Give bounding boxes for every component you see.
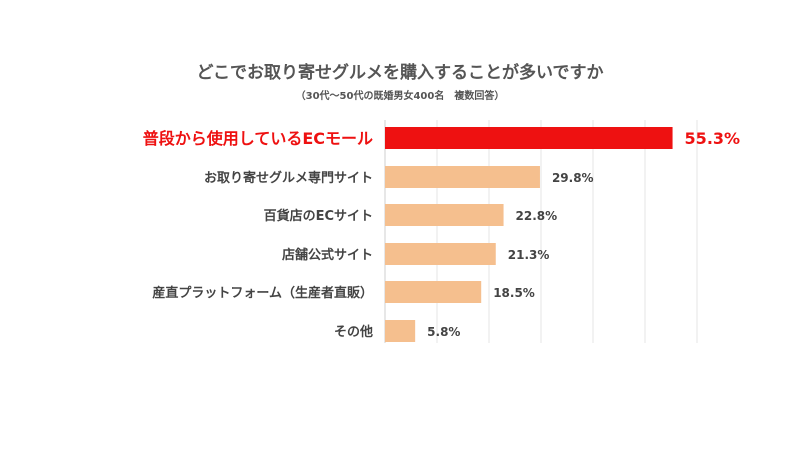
gridlines bbox=[384, 120, 698, 343]
value-label: 29.8% bbox=[552, 171, 594, 185]
value-label: 5.8% bbox=[427, 325, 460, 339]
category-label: 百貨店のECサイト bbox=[264, 208, 373, 224]
value-label: 22.8% bbox=[516, 209, 558, 223]
value-label: 21.3% bbox=[508, 248, 550, 262]
bar bbox=[385, 204, 504, 226]
chart-title: どこでお取り寄せグルメを購入することが多いですか bbox=[197, 62, 604, 83]
category-label: 産直プラットフォーム（生産者直販） bbox=[152, 285, 373, 301]
category-label: その他 bbox=[334, 324, 373, 340]
category-label: 店舗公式サイト bbox=[282, 247, 373, 263]
category-label: お取り寄せグルメ専門サイト bbox=[204, 170, 373, 186]
bar bbox=[385, 166, 540, 188]
bar bbox=[385, 281, 482, 303]
value-label: 55.3% bbox=[685, 129, 741, 148]
bars: 普段から使用しているECモール 55.3% お取り寄せグルメ専門サイト 29.8% 百貨… bbox=[143, 127, 740, 342]
category-label: 普段から使用しているECモール bbox=[143, 129, 373, 148]
value-label: 18.5% bbox=[493, 286, 535, 300]
bar bbox=[385, 320, 416, 342]
chart-subtitle: （30代〜50代の既婚男女400名 複数回答） bbox=[296, 89, 505, 102]
bar bbox=[385, 127, 673, 149]
bar bbox=[385, 243, 496, 265]
